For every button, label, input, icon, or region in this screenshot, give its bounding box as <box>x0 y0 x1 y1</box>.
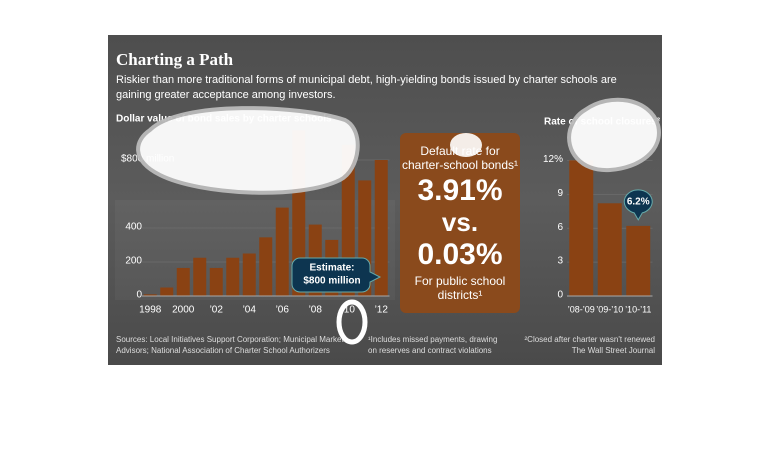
bar <box>259 237 273 296</box>
value-label: 6.2% <box>627 197 650 208</box>
bar <box>626 225 651 296</box>
x-tick-label: ’12 <box>375 305 389 316</box>
x-tick-label: ’06 <box>276 305 290 316</box>
y-tick-label: 0 <box>136 290 142 301</box>
callout-text: vs. <box>442 207 478 237</box>
footnote: on reserves and contract violations <box>368 346 492 355</box>
bar <box>242 253 256 296</box>
y-tick-label: 400 <box>125 222 142 233</box>
x-tick-label: ’09-’10 <box>596 304 623 314</box>
charts: 0 200 400 $800 million 1998 2000 ’02 ’04 ’06 ’08 ’… <box>121 130 653 316</box>
title: Charting a Path <box>116 50 234 69</box>
callout-box <box>400 133 520 313</box>
bar <box>374 160 388 296</box>
y-tick-label: 200 <box>125 256 142 267</box>
bar <box>569 160 594 296</box>
y-tick-label: 9 <box>557 188 563 199</box>
scribbles <box>136 97 661 345</box>
sources: Sources: Local Initiatives Support Corpo… <box>116 335 344 344</box>
label-bubble <box>623 189 653 221</box>
callout-text: charter-school bonds¹ <box>402 158 518 172</box>
x-tick-label: ’10 <box>342 305 356 316</box>
scribble <box>336 299 368 345</box>
bar <box>176 267 190 296</box>
subtitle: gaining greater acceptance among investo… <box>116 89 336 101</box>
x-tick-label: ’08 <box>309 305 323 316</box>
footnote: ²Closed after charter wasn't renewed <box>525 335 655 344</box>
bar <box>226 257 240 296</box>
callout-number: 3.91% <box>417 174 502 207</box>
scribble <box>450 133 482 157</box>
bar <box>193 257 207 296</box>
callout-number: 0.03% <box>417 238 502 271</box>
annotation: Estimate: <box>309 263 354 274</box>
sources: Advisors; National Association of Charte… <box>116 346 330 355</box>
x-tick-label: ’02 <box>210 305 224 316</box>
callout: Default rate for charter-school bonds¹ 3… <box>402 144 518 302</box>
y-tick-label: 0 <box>557 290 563 301</box>
callout-text: districts¹ <box>438 288 483 302</box>
x-tick-label: ’08-’09 <box>568 304 595 314</box>
x-tick-label: ’04 <box>243 305 257 316</box>
subtitle: Riskier than more traditional forms of m… <box>116 74 617 86</box>
scribble <box>136 106 360 195</box>
y-tick-label: 12% <box>543 154 563 165</box>
y-tick-label: 3 <box>557 256 563 267</box>
x-tick-label: 1998 <box>139 305 162 316</box>
annotation-bubble <box>291 257 382 293</box>
bar <box>597 203 622 296</box>
bar <box>143 294 157 296</box>
bar <box>209 267 223 296</box>
footnote: ¹Includes missed payments, drawing <box>368 335 497 344</box>
annotation: $800 million <box>303 276 360 287</box>
bar <box>160 287 174 296</box>
y-tick-label: 6 <box>557 222 563 233</box>
x-tick-label: ’10-’11 <box>625 304 651 314</box>
bar <box>275 207 289 296</box>
credit: The Wall Street Journal <box>572 346 656 355</box>
x-tick-label: 2000 <box>172 305 195 316</box>
callout-text: For public school <box>415 274 506 288</box>
scribble <box>567 97 661 173</box>
